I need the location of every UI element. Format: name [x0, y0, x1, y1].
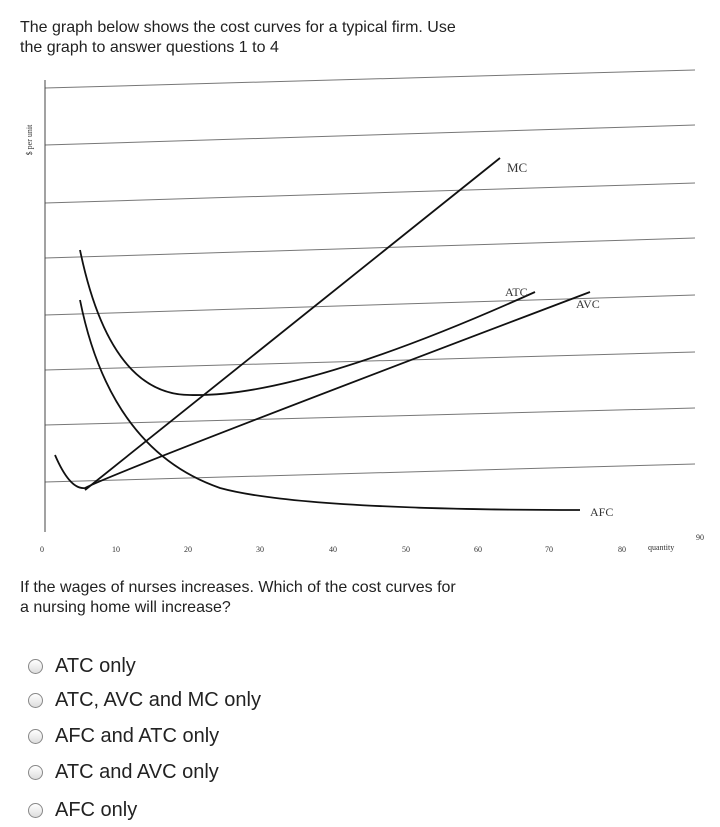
x-tick-label: 30 [256, 545, 264, 554]
mc-curve [84, 157, 501, 491]
x-tick-label: 20 [184, 545, 192, 554]
grid-line [44, 237, 696, 259]
x-axis-label: quantity [648, 543, 674, 552]
x-tick-label: 60 [474, 545, 482, 554]
x-tick-label: 40 [329, 545, 337, 554]
grid-line [44, 124, 696, 146]
option-label[interactable]: ATC and AVC only [55, 760, 219, 783]
radio-button[interactable] [28, 764, 43, 780]
afc-curve [79, 299, 581, 511]
grid-line [44, 294, 696, 316]
answer-option[interactable]: ATC only [28, 651, 136, 681]
radio-button[interactable] [28, 728, 43, 744]
question-line: If the wages of nurses increases. Which … [20, 579, 456, 596]
radio-button[interactable] [28, 802, 43, 818]
question-line: a nursing home will increase? [20, 599, 231, 616]
avc-curve [54, 291, 591, 489]
grid-line [44, 407, 696, 426]
answer-option[interactable]: AFC only [28, 795, 137, 825]
answer-option[interactable]: ATC, AVC and MC only [28, 685, 261, 715]
grid-line [44, 351, 696, 371]
intro-line: the graph to answer questions 1 to 4 [20, 39, 279, 56]
grid [44, 69, 696, 483]
option-label[interactable]: AFC and ATC only [55, 724, 220, 747]
curve-label: ATC [505, 285, 528, 299]
grid-line [44, 182, 696, 204]
grid-line [44, 463, 696, 483]
x-tick-label: 10 [112, 545, 120, 554]
x-tick-label: 0 [40, 545, 44, 554]
y-axis-label: $ per unit [25, 124, 34, 155]
x-tick-label: 50 [402, 545, 410, 554]
answer-option[interactable]: ATC and AVC only [28, 757, 219, 787]
option-label[interactable]: AFC only [55, 798, 138, 821]
grid-line [44, 69, 696, 89]
radio-button[interactable] [28, 658, 43, 674]
cost-graph: $ per unit MC ATC AVC AFC 0 10 20 30 40 50 60 7… [25, 69, 704, 554]
x-ticks: 0 10 20 30 40 50 60 70 80 90 [40, 533, 704, 554]
curve-label: AFC [590, 505, 613, 519]
answer-option[interactable]: AFC and ATC only [28, 721, 219, 751]
x-tick-label: 70 [545, 545, 553, 554]
option-label[interactable]: ATC only [55, 654, 136, 677]
radio-button[interactable] [28, 692, 43, 708]
curve-label: MC [507, 160, 527, 175]
atc-curve [79, 249, 536, 396]
option-label[interactable]: ATC, AVC and MC only [55, 688, 261, 711]
intro-line: The graph below shows the cost curves fo… [20, 19, 456, 36]
x-tick-label: 90 [696, 533, 704, 542]
curve-label: AVC [576, 297, 600, 311]
x-tick-label: 80 [618, 545, 626, 554]
